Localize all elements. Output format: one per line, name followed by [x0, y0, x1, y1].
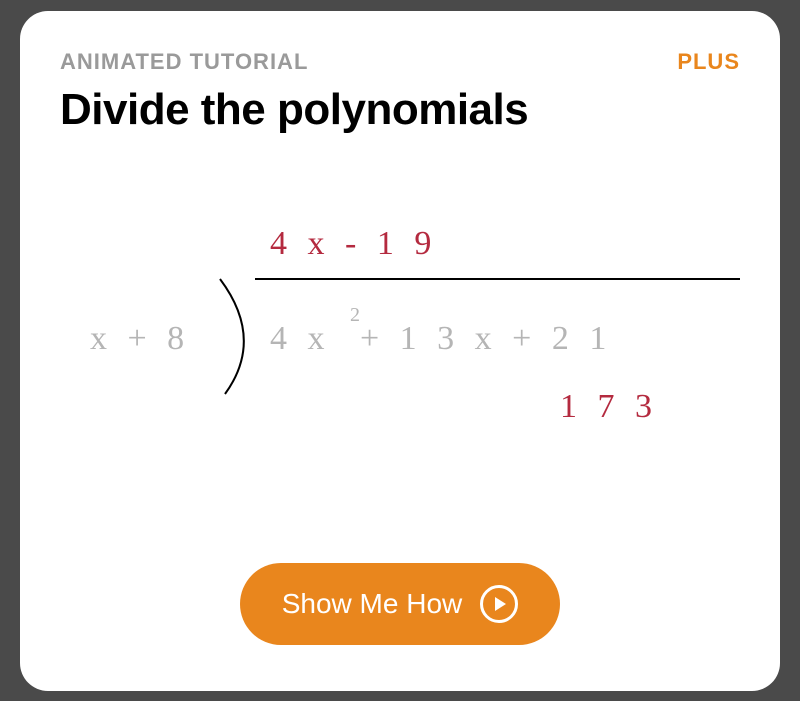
- cta-row: Show Me How: [60, 563, 740, 655]
- dividend-b-text: + 1 3 x + 2 1: [360, 320, 612, 357]
- play-triangle-icon: [495, 597, 506, 611]
- card-title: Divide the polynomials: [60, 85, 740, 135]
- remainder-text: 1 7 3: [560, 388, 658, 425]
- divisor-text: x + 8: [90, 320, 190, 357]
- play-icon: [480, 585, 518, 623]
- math-svg: 4 x - 1 9 x + 8 4 x 2 + 1 3 x + 2 1 1 7 …: [60, 165, 740, 563]
- plus-badge: PLUS: [677, 49, 740, 75]
- card-header: ANIMATED TUTORIAL PLUS: [60, 49, 740, 75]
- eyebrow-label: ANIMATED TUTORIAL: [60, 49, 308, 75]
- cta-label: Show Me How: [282, 588, 463, 620]
- show-me-how-button[interactable]: Show Me How: [240, 563, 561, 645]
- tutorial-card: ANIMATED TUTORIAL PLUS Divide the polyno…: [20, 11, 780, 691]
- quotient-text: 4 x - 1 9: [270, 225, 437, 262]
- dividend-exponent: 2: [350, 304, 360, 326]
- dividend-a-text: 4 x: [270, 320, 331, 357]
- long-division-figure: 4 x - 1 9 x + 8 4 x 2 + 1 3 x + 2 1 1 7 …: [60, 165, 740, 563]
- division-curve: [220, 279, 244, 394]
